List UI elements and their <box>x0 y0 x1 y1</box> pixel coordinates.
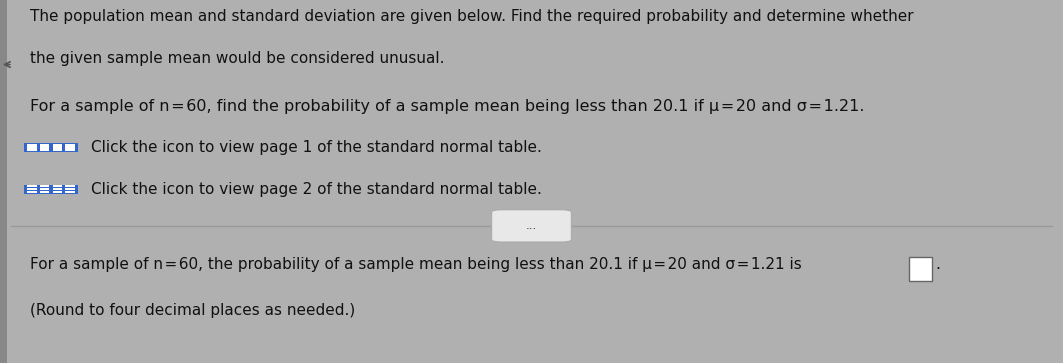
Bar <box>40 149 50 151</box>
Bar <box>24 143 78 152</box>
Bar <box>66 191 75 193</box>
Bar <box>28 147 36 148</box>
Bar <box>28 149 36 151</box>
Text: Click the icon to view page 1 of the standard normal table.: Click the icon to view page 1 of the sta… <box>91 140 542 155</box>
Bar <box>40 188 50 190</box>
Bar <box>40 144 50 146</box>
Bar <box>66 185 75 187</box>
Text: ...: ... <box>526 219 537 232</box>
Bar <box>66 144 75 146</box>
Bar <box>0 0 7 231</box>
Bar <box>53 191 62 193</box>
Text: .: . <box>935 257 941 272</box>
Bar <box>40 185 50 187</box>
Bar <box>909 257 932 281</box>
Bar <box>28 188 36 190</box>
Bar <box>66 149 75 151</box>
Bar <box>53 185 62 187</box>
Bar <box>0 231 7 363</box>
Bar <box>28 144 36 146</box>
Text: For a sample of n = 60, the probability of a sample mean being less than 20.1 if: For a sample of n = 60, the probability … <box>30 257 802 272</box>
Bar <box>40 147 50 148</box>
Bar <box>66 188 75 190</box>
Bar <box>53 149 62 151</box>
Bar <box>66 147 75 148</box>
Bar <box>40 191 50 193</box>
Bar <box>24 184 78 193</box>
Bar <box>28 191 36 193</box>
Text: Click the icon to view page 2 of the standard normal table.: Click the icon to view page 2 of the sta… <box>91 182 542 196</box>
Text: (Round to four decimal places as needed.): (Round to four decimal places as needed.… <box>30 303 355 318</box>
FancyBboxPatch shape <box>491 210 572 242</box>
Text: The population mean and standard deviation are given below. Find the required pr: The population mean and standard deviati… <box>30 9 913 24</box>
Bar <box>53 147 62 148</box>
Bar <box>53 188 62 190</box>
Bar <box>28 185 36 187</box>
Text: For a sample of n = 60, find the probability of a sample mean being less than 20: For a sample of n = 60, find the probabi… <box>30 99 864 114</box>
Text: the given sample mean would be considered unusual.: the given sample mean would be considere… <box>30 51 444 66</box>
Bar <box>53 144 62 146</box>
